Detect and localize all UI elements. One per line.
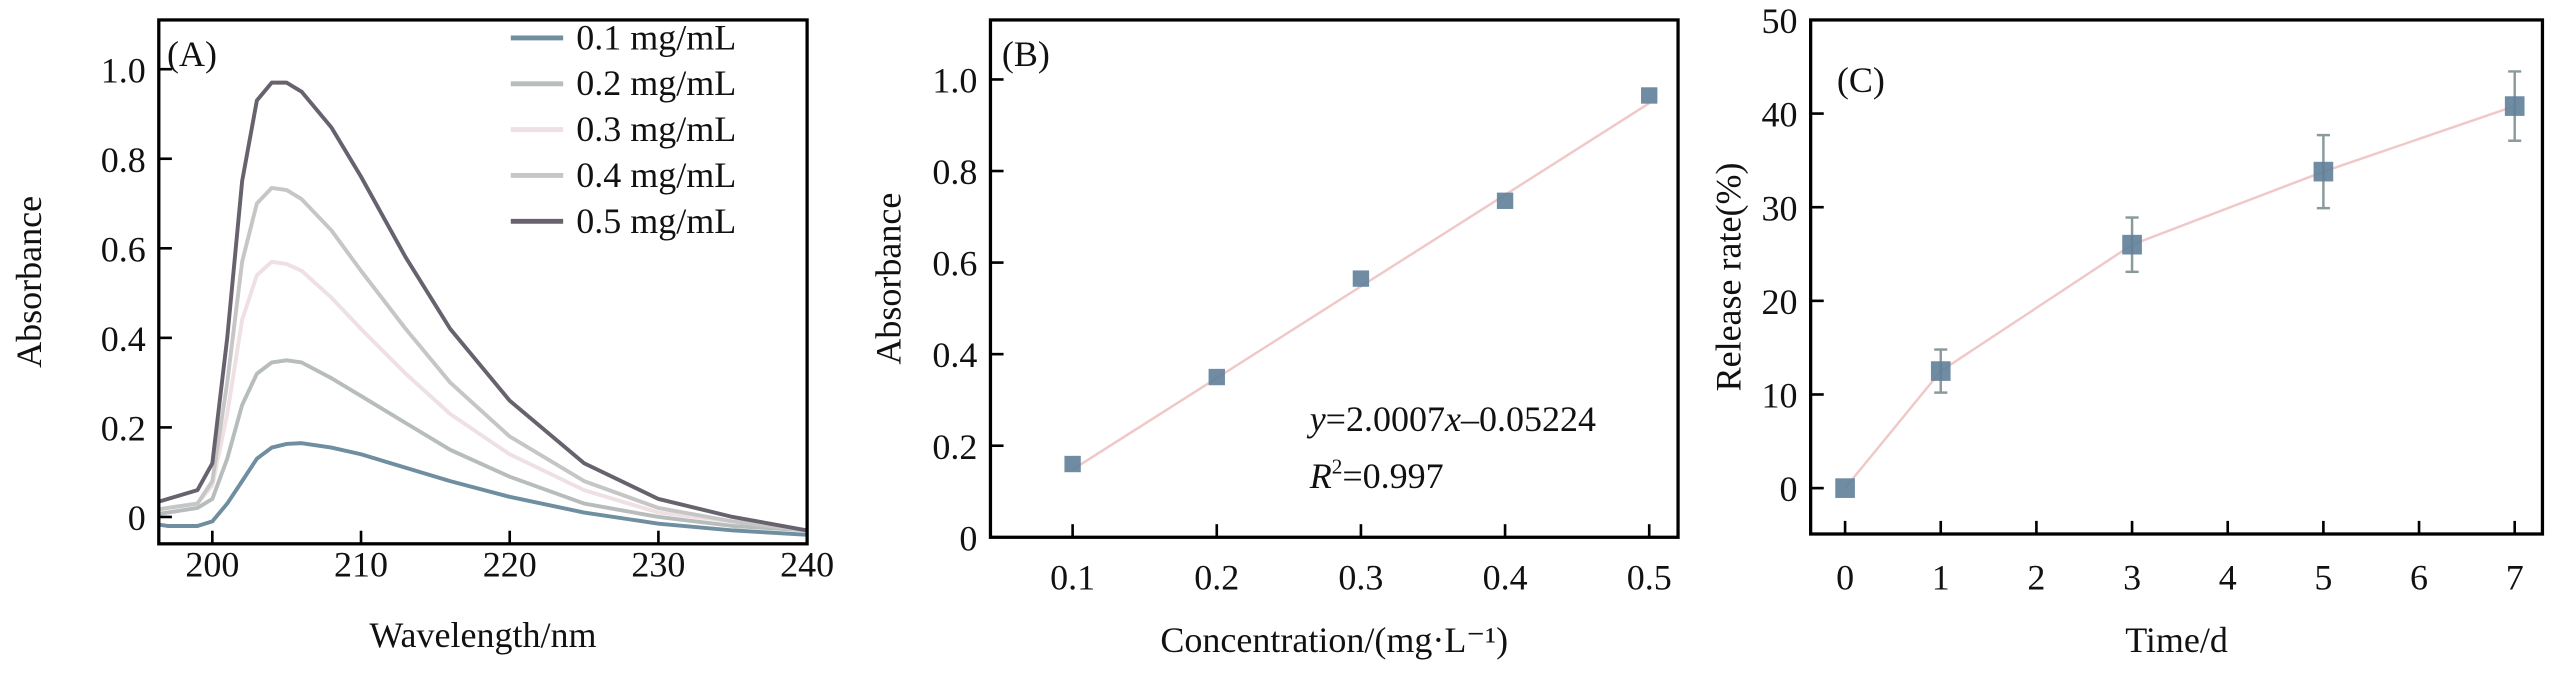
y-tick-label: 0 <box>128 498 146 538</box>
data-point <box>2313 161 2334 182</box>
y-tick-label: 0.4 <box>101 319 146 359</box>
y-axis-label: Absorbance <box>9 196 49 368</box>
data-point <box>1352 270 1370 287</box>
x-tick-label: 0.1 <box>1050 558 1095 598</box>
x-tick-label: 3 <box>2123 558 2141 598</box>
x-tick-label: 0.5 <box>1627 558 1672 598</box>
panel-label: (B) <box>1002 34 1050 74</box>
y-axis-label: Release rate(%) <box>1708 163 1748 392</box>
panel-c: 0 1 2 3 4 5 6 7 0 10 20 30 40 50 Time/d Release rate(%)… <box>1708 1 2545 660</box>
y-tick-label: 40 <box>1762 95 1798 135</box>
plot-area <box>158 80 808 537</box>
x-axis-label: Time/d <box>2125 620 2228 660</box>
legend-label: 0.3 mg/mL <box>576 109 736 149</box>
series-line-4 <box>158 80 808 533</box>
y-tick-label: 50 <box>1762 1 1798 41</box>
fit-equation: y=2.0007x–0.05224 <box>1307 399 1596 439</box>
x-tick-label: 1 <box>1932 558 1950 598</box>
x-axis-label: Wavelength/nm <box>369 615 596 655</box>
y-tick-label: 0.2 <box>932 427 977 467</box>
legend-label: 0.1 mg/mL <box>576 17 736 57</box>
y-axis-label: Absorbance <box>868 193 908 365</box>
y-tick-label: 0 <box>959 518 977 558</box>
y-tick-label: 0.8 <box>932 152 977 192</box>
panel-label: (C) <box>1837 60 1885 100</box>
x-tick-label: 240 <box>780 545 834 585</box>
data-point <box>1930 361 1951 381</box>
series-line <box>1844 104 2516 489</box>
legend-label: 0.5 mg/mL <box>576 201 736 241</box>
panel-a: 200 210 220 230 240 0 0.2 0.4 0.6 0.8 1.0 Wavelengt… <box>9 17 834 655</box>
panel-label: (A) <box>167 34 217 74</box>
data-point <box>1641 87 1658 104</box>
y-tick-label: 0.4 <box>932 335 977 375</box>
data-point <box>2504 96 2525 116</box>
series-line-1 <box>158 358 808 533</box>
legend-label: 0.2 mg/mL <box>576 63 736 103</box>
x-tick-label: 0.3 <box>1338 558 1383 598</box>
y-tick-label: 20 <box>1762 282 1798 322</box>
y-tick-label: 10 <box>1762 376 1798 416</box>
plot-frame <box>988 18 1680 539</box>
x-tick-label: 2 <box>2027 558 2045 598</box>
y-tick-label: 30 <box>1762 188 1798 228</box>
series-line-0 <box>158 441 808 537</box>
x-tick-label: 7 <box>2506 558 2524 598</box>
data-point <box>2122 234 2142 255</box>
data-point <box>1064 455 1081 473</box>
x-tick-label: 0.4 <box>1483 558 1528 598</box>
x-tick-label: 0.2 <box>1194 558 1239 598</box>
x-tick-label: 200 <box>185 545 239 585</box>
plot-area <box>1835 70 2525 498</box>
x-tick-label: 220 <box>483 545 537 585</box>
x-tick-label: 5 <box>2314 558 2332 598</box>
r-squared: R2=0.997 <box>1309 454 1444 496</box>
y-tick-label: 1.0 <box>932 61 977 101</box>
y-tick-label: 0.6 <box>101 229 146 269</box>
y-tick-label: 1.0 <box>101 50 146 90</box>
plot-frame <box>1809 18 2545 536</box>
x-axis-label: Concentration/(mg·L⁻¹) <box>1160 620 1508 660</box>
panel-b: 0.1 0.2 0.3 0.4 0.5 0 0.2 0.4 0.6 0.8 1.0 Concentra… <box>868 18 1680 660</box>
series-line-3 <box>158 185 808 533</box>
data-point <box>1496 192 1514 209</box>
x-tick-label: 6 <box>2410 558 2428 598</box>
y-tick-label: 0 <box>1780 469 1798 509</box>
x-tick-label: 0 <box>1836 558 1854 598</box>
legend-label: 0.4 mg/mL <box>576 155 736 195</box>
data-point <box>1835 478 1855 498</box>
x-tick-label: 4 <box>2219 558 2237 598</box>
plot-frame <box>157 18 809 546</box>
y-tick-label: 0.8 <box>101 140 146 180</box>
series-line-2 <box>158 259 808 533</box>
x-tick-label: 210 <box>334 545 388 585</box>
x-tick-label: 230 <box>631 545 685 585</box>
y-tick-label: 0.6 <box>932 244 977 284</box>
y-tick-label: 0.2 <box>101 409 146 449</box>
plot-area <box>1064 87 1658 473</box>
data-point <box>1208 368 1225 386</box>
